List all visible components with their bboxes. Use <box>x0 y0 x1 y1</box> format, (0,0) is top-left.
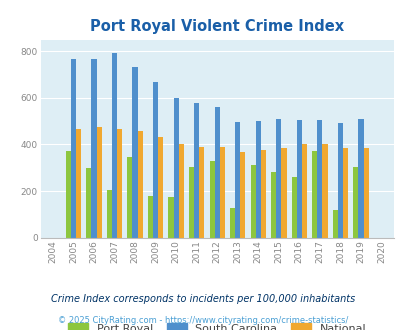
Legend: Port Royal, South Carolina, National: Port Royal, South Carolina, National <box>64 318 370 330</box>
Bar <box>173 98 178 238</box>
Bar <box>76 129 81 238</box>
Bar <box>352 167 358 238</box>
Bar <box>281 148 286 238</box>
Bar <box>86 168 91 238</box>
Bar <box>255 121 260 238</box>
Bar <box>240 152 245 238</box>
Bar <box>107 190 112 238</box>
Bar <box>96 127 101 238</box>
Bar <box>291 177 296 238</box>
Bar <box>358 119 362 238</box>
Bar <box>337 123 342 238</box>
Bar <box>362 148 368 238</box>
Bar <box>296 120 301 238</box>
Bar <box>168 197 173 238</box>
Bar <box>230 208 234 238</box>
Text: © 2025 CityRating.com - https://www.cityrating.com/crime-statistics/: © 2025 CityRating.com - https://www.city… <box>58 316 347 325</box>
Bar <box>275 119 281 238</box>
Bar <box>250 165 255 238</box>
Text: Crime Index corresponds to incidents per 100,000 inhabitants: Crime Index corresponds to incidents per… <box>51 294 354 304</box>
Bar <box>209 161 214 238</box>
Bar <box>311 151 317 238</box>
Bar <box>342 148 347 238</box>
Bar <box>332 210 337 238</box>
Title: Port Royal Violent Crime Index: Port Royal Violent Crime Index <box>90 19 343 34</box>
Bar <box>158 137 163 238</box>
Bar <box>188 167 194 238</box>
Bar <box>194 103 199 238</box>
Bar <box>322 145 327 238</box>
Bar <box>137 131 143 238</box>
Bar <box>91 59 96 238</box>
Bar <box>127 157 132 238</box>
Bar <box>132 67 137 238</box>
Bar <box>199 147 204 238</box>
Bar <box>71 59 76 238</box>
Bar <box>234 121 240 238</box>
Bar <box>260 150 265 238</box>
Bar <box>112 53 117 238</box>
Bar <box>117 129 122 238</box>
Bar <box>317 120 322 238</box>
Bar <box>219 147 224 238</box>
Bar <box>301 145 306 238</box>
Bar <box>214 107 219 238</box>
Bar <box>66 151 71 238</box>
Bar <box>271 172 275 238</box>
Bar <box>153 82 158 238</box>
Bar <box>147 196 153 238</box>
Bar <box>178 144 183 238</box>
